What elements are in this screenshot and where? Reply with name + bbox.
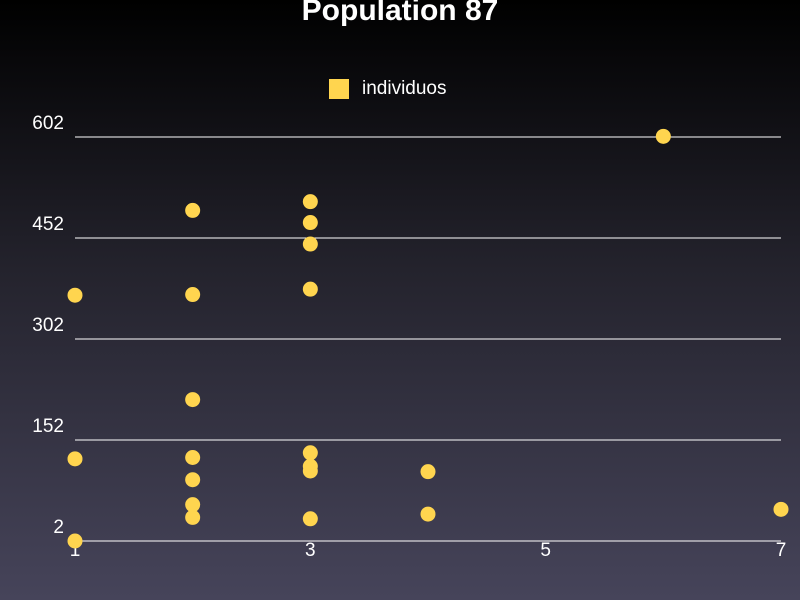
- x-tick-label: 5: [540, 540, 551, 561]
- data-point: [302, 194, 318, 210]
- data-point: [302, 215, 318, 231]
- data-point: [302, 236, 318, 252]
- data-point: [302, 445, 318, 461]
- legend: individuos: [329, 78, 447, 99]
- data-point: [185, 202, 201, 218]
- y-tick-label: 602: [32, 113, 64, 134]
- legend-swatch: [329, 79, 349, 99]
- x-tick-label: 7: [776, 540, 787, 561]
- data-point: [185, 287, 201, 303]
- data-point: [67, 287, 83, 303]
- y-tick-label: 2: [53, 517, 64, 538]
- data-point: [67, 451, 83, 467]
- x-tick-label: 3: [305, 540, 316, 561]
- data-point: [302, 511, 318, 527]
- data-point: [185, 450, 201, 466]
- data-point: [67, 533, 83, 549]
- data-point: [185, 509, 201, 525]
- gridlines: [75, 136, 781, 542]
- data-point: [773, 501, 789, 517]
- data-point: [185, 392, 201, 408]
- data-point: [302, 281, 318, 297]
- y-tick-label: 302: [32, 315, 64, 336]
- y-tick-label: 452: [32, 214, 64, 235]
- data-point: [420, 464, 436, 480]
- x-axis-tick-labels: 1 3 5 7: [70, 540, 787, 561]
- data-point: [302, 458, 318, 474]
- data-points: [67, 128, 789, 549]
- x-tick-label: 1: [70, 540, 81, 561]
- data-point: [185, 497, 201, 513]
- data-point: [420, 506, 436, 522]
- legend-label: individuos: [362, 78, 447, 99]
- chart-title: Population 87: [302, 0, 499, 27]
- data-point: [185, 472, 201, 488]
- data-point: [655, 128, 671, 144]
- y-tick-label: 152: [32, 416, 64, 437]
- y-axis-tick-labels: 2 152 302 452 602: [32, 113, 64, 538]
